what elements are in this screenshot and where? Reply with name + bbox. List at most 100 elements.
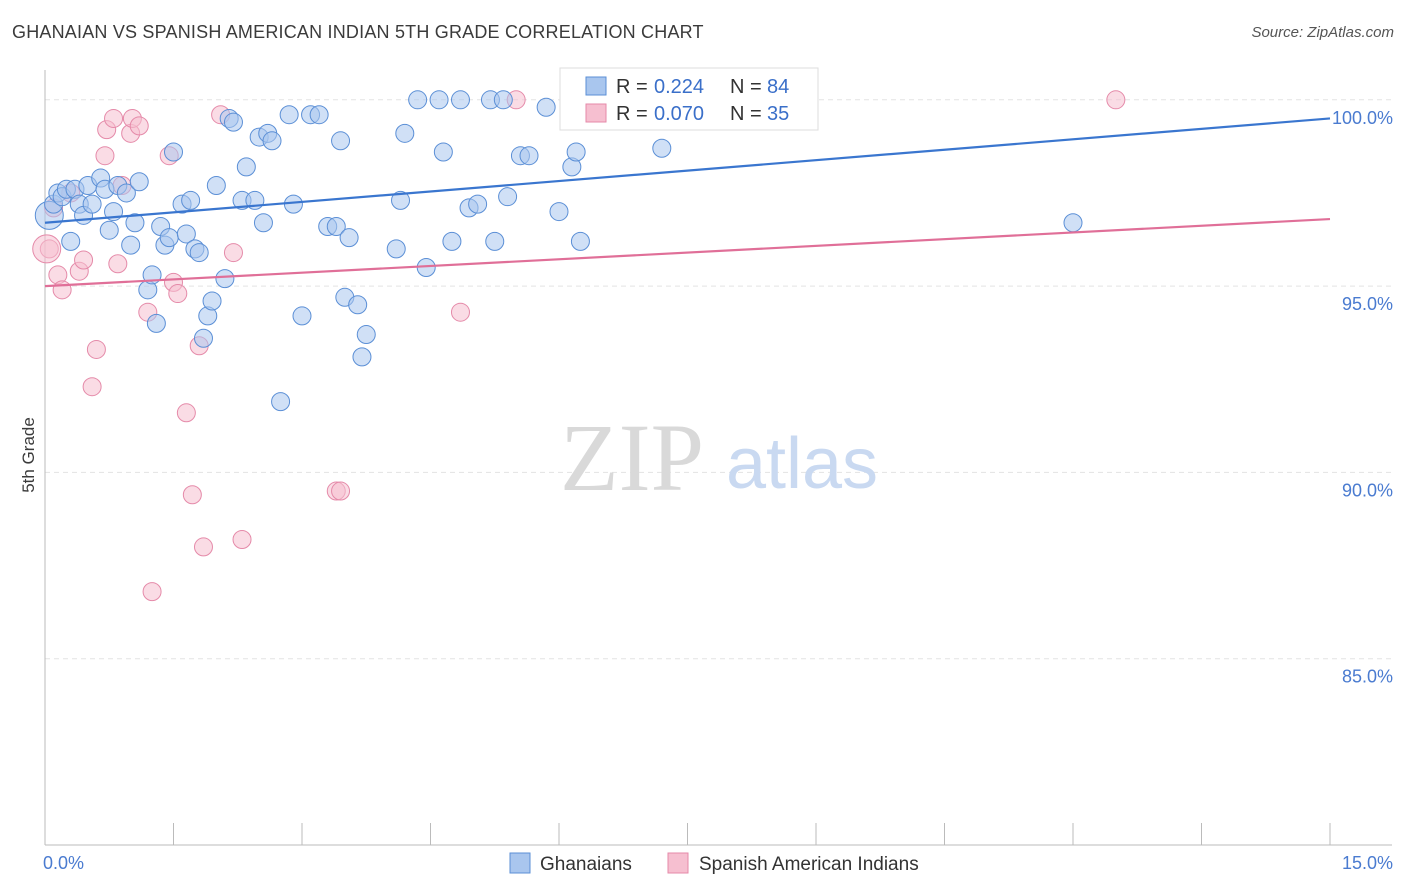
point-ghanaians-46 bbox=[271, 392, 291, 412]
point-ghanaians-65 bbox=[429, 90, 449, 110]
legend-n-label-blue: N = bbox=[730, 76, 762, 98]
legend: R = 0.224 N = 84 R = 0.070 N = 35 bbox=[559, 67, 819, 131]
legend-r-label-pink: R = bbox=[616, 103, 648, 125]
x-tick-labels: 0.0% 15.0% bbox=[43, 853, 1393, 873]
point-spanish-american-indians-33 bbox=[1106, 90, 1126, 110]
point-ghanaians-40 bbox=[236, 157, 256, 177]
point-ghanaians-53 bbox=[326, 216, 346, 236]
legend-r-label-blue: R = bbox=[616, 76, 648, 98]
y-tick-label-2: 90.0% bbox=[1342, 480, 1393, 500]
legend-r-value-pink: 0.070 bbox=[654, 103, 704, 125]
point-ghanaians-68 bbox=[450, 90, 470, 110]
legend-n-value-pink: 35 bbox=[767, 103, 789, 125]
point-spanish-american-indians-18 bbox=[142, 582, 162, 602]
legend-r-value-blue: 0.224 bbox=[654, 76, 704, 98]
series-ghanaians-points bbox=[34, 90, 1083, 412]
point-ghanaians-26 bbox=[164, 142, 183, 162]
legend-n-value-blue: 84 bbox=[767, 76, 789, 98]
point-spanish-american-indians-31 bbox=[450, 302, 470, 322]
point-spanish-american-indians-16 bbox=[129, 116, 149, 136]
y-tick-label-0: 100.0% bbox=[1332, 108, 1393, 128]
point-ghanaians-83 bbox=[1063, 213, 1083, 233]
bottom-legend-label-ghanaians: Ghanaians bbox=[540, 854, 632, 875]
trend-line-ghanaians bbox=[44, 117, 1331, 224]
point-spanish-american-indians-12 bbox=[108, 254, 128, 274]
point-ghanaians-32 bbox=[193, 328, 213, 348]
point-ghanaians-49 bbox=[292, 306, 312, 326]
axes bbox=[44, 70, 1392, 846]
point-spanish-american-indians-9 bbox=[95, 146, 115, 166]
point-ghanaians-70 bbox=[468, 194, 488, 214]
chart-title: GHANAIAN VS SPANISH AMERICAN INDIAN 5TH … bbox=[12, 22, 704, 42]
point-ghanaians-10 bbox=[82, 194, 102, 214]
point-ghanaians-58 bbox=[352, 347, 372, 367]
point-ghanaians-43 bbox=[253, 213, 273, 233]
point-spanish-american-indians-25 bbox=[193, 537, 213, 557]
point-spanish-american-indians-3 bbox=[52, 280, 72, 300]
point-ghanaians-61 bbox=[391, 190, 411, 210]
point-ghanaians-13 bbox=[99, 220, 119, 240]
point-ghanaians-76 bbox=[519, 146, 539, 166]
point-ghanaians-19 bbox=[129, 172, 149, 192]
point-ghanaians-78 bbox=[549, 202, 569, 222]
point-ghanaians-17 bbox=[121, 235, 141, 255]
trend-line-spanish-american-indians bbox=[44, 217, 1331, 288]
point-ghanaians-47 bbox=[279, 105, 299, 125]
grid-lines bbox=[45, 99, 1392, 660]
point-spanish-american-indians-21 bbox=[168, 284, 188, 304]
legend-n-label-pink: N = bbox=[730, 103, 762, 125]
legend-swatch-pink bbox=[585, 103, 607, 123]
point-ghanaians-25 bbox=[159, 228, 179, 248]
point-spanish-american-indians-23 bbox=[182, 485, 202, 505]
point-ghanaians-72 bbox=[485, 231, 505, 251]
point-ghanaians-31 bbox=[189, 243, 209, 263]
watermark-zip: ZIP bbox=[560, 404, 704, 511]
bottom-legend-swatch-ghanaians bbox=[509, 852, 531, 874]
watermark-atlas: atlas bbox=[726, 424, 878, 504]
point-ghanaians-67 bbox=[442, 231, 462, 251]
point-ghanaians-29 bbox=[181, 190, 201, 210]
point-ghanaians-73 bbox=[493, 90, 513, 110]
point-ghanaians-22 bbox=[146, 313, 166, 333]
point-ghanaians-60 bbox=[386, 239, 406, 259]
point-ghanaians-51 bbox=[309, 105, 329, 125]
chart-source: Source: ZipAtlas.com bbox=[1251, 24, 1394, 41]
point-spanish-american-indians-6 bbox=[74, 250, 94, 270]
point-spanish-american-indians-28 bbox=[232, 529, 252, 549]
point-ghanaians-35 bbox=[206, 176, 226, 196]
y-axis-label: 5th Grade bbox=[19, 417, 38, 493]
point-ghanaians-77 bbox=[536, 97, 556, 117]
point-spanish-american-indians-7 bbox=[82, 377, 102, 397]
trend-lines bbox=[44, 117, 1331, 288]
point-ghanaians-80 bbox=[566, 142, 586, 162]
point-ghanaians-57 bbox=[348, 295, 368, 315]
x-tick-label-1: 15.0% bbox=[1342, 853, 1393, 873]
point-spanish-american-indians-34 bbox=[32, 234, 62, 264]
point-spanish-american-indians-11 bbox=[104, 108, 124, 128]
point-ghanaians-5 bbox=[61, 231, 81, 251]
point-ghanaians-36 bbox=[215, 269, 235, 289]
point-ghanaians-62 bbox=[395, 123, 415, 143]
point-spanish-american-indians-8 bbox=[86, 339, 106, 359]
point-ghanaians-59 bbox=[356, 325, 376, 345]
point-ghanaians-28 bbox=[176, 224, 196, 244]
point-ghanaians-34 bbox=[202, 291, 222, 311]
point-ghanaians-66 bbox=[433, 142, 453, 162]
point-ghanaians-82 bbox=[652, 138, 672, 158]
bottom-legend-swatch-spanish-american-indians bbox=[667, 852, 689, 874]
legend-swatch-blue bbox=[585, 76, 607, 96]
point-ghanaians-63 bbox=[408, 90, 428, 110]
point-spanish-american-indians-22 bbox=[176, 403, 196, 423]
bottom-legend-label-spanish-american-indians: Spanish American Indians bbox=[699, 854, 919, 875]
watermark: ZIP atlas bbox=[560, 404, 878, 511]
point-ghanaians-54 bbox=[331, 131, 351, 151]
point-ghanaians-56 bbox=[339, 228, 359, 248]
y-tick-label-1: 95.0% bbox=[1342, 294, 1393, 314]
point-ghanaians-74 bbox=[498, 187, 518, 207]
point-ghanaians-45 bbox=[262, 131, 282, 151]
y-tick-label-3: 85.0% bbox=[1342, 667, 1393, 687]
point-ghanaians-16 bbox=[116, 183, 136, 203]
point-ghanaians-18 bbox=[125, 213, 145, 233]
point-spanish-american-indians-27 bbox=[223, 243, 243, 263]
